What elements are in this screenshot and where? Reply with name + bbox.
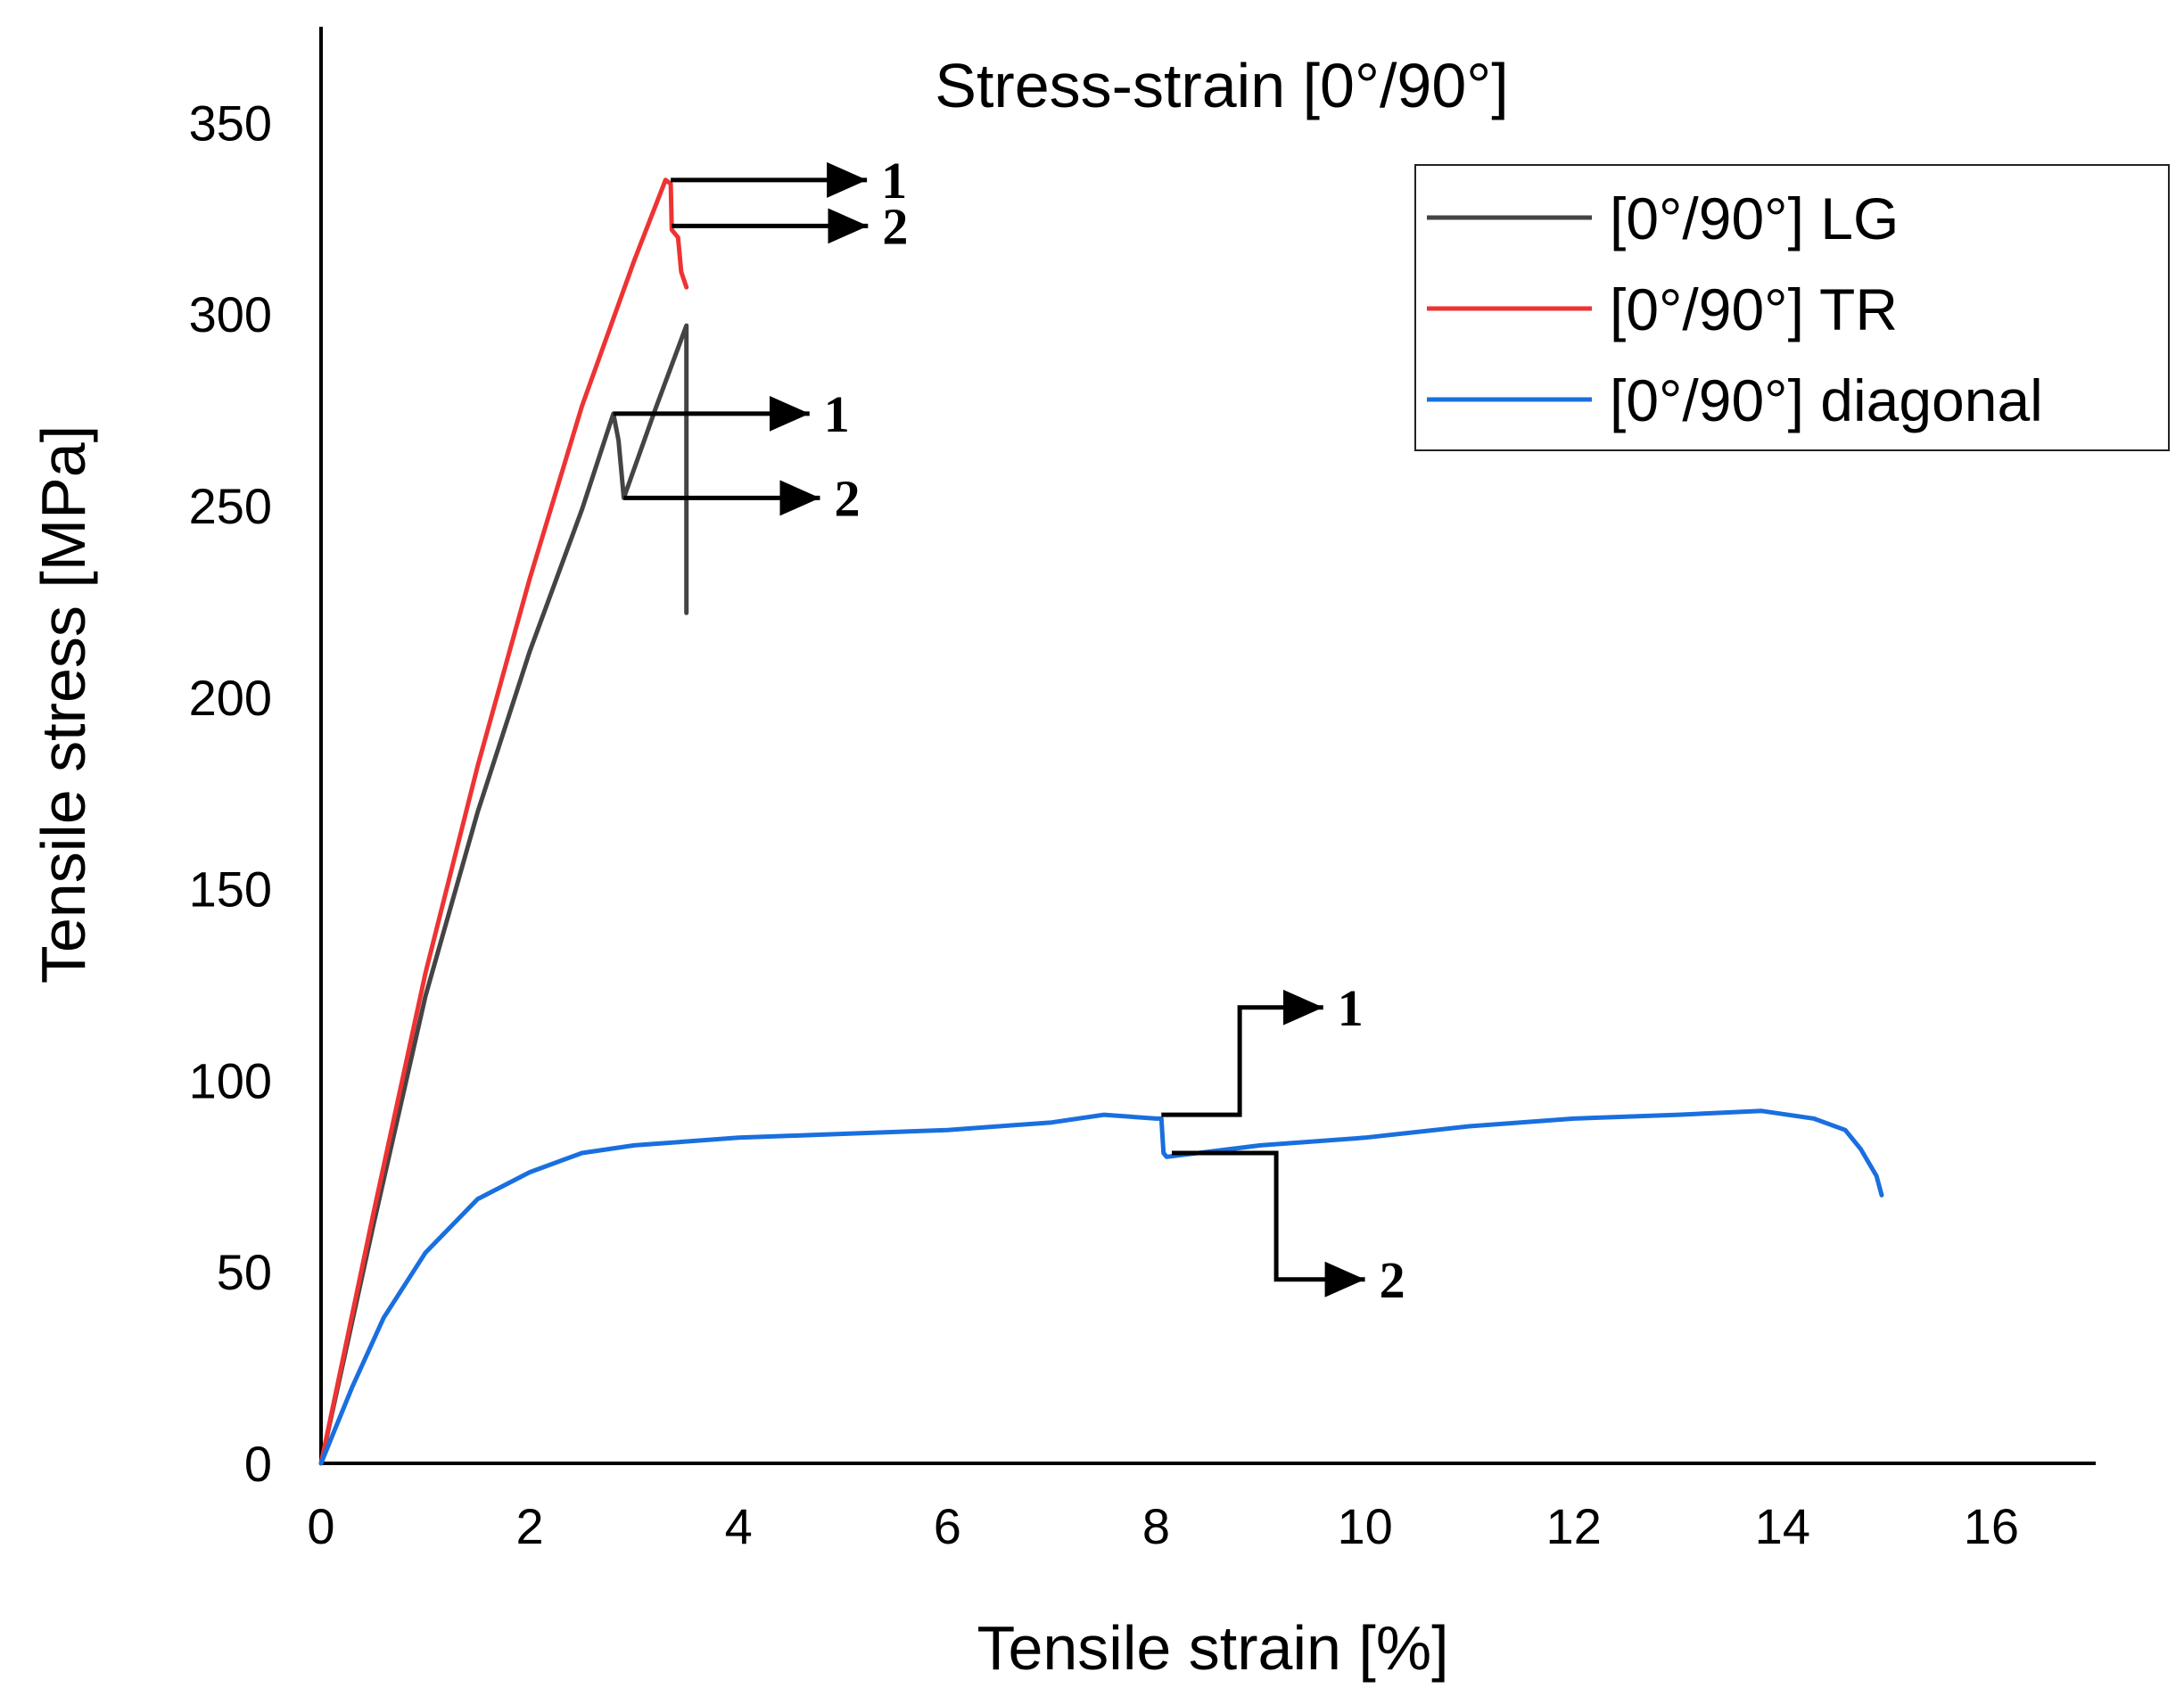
y-tick-label: 350 <box>189 95 272 151</box>
series-layer <box>318 177 1884 1466</box>
legend: [0°/90°] LG [0°/90°] TR [0°/90°] diagona… <box>1414 164 2170 451</box>
x-axis-title: Tensile strain [%] <box>977 1613 1448 1683</box>
x-tick-label: 2 <box>516 1498 544 1554</box>
annotation-label-1: 2 <box>882 197 908 255</box>
y-tick-label: 50 <box>217 1244 272 1300</box>
y-tick-label: 250 <box>189 478 272 534</box>
x-tick-label: 8 <box>1142 1498 1170 1554</box>
x-tick-label: 12 <box>1546 1498 1602 1554</box>
axes <box>319 27 2096 1465</box>
legend-label-diagonal: [0°/90°] diagonal <box>1610 367 2043 433</box>
y-tick-label: 150 <box>189 861 272 918</box>
x-tick-label: 6 <box>934 1498 961 1554</box>
annotation-label-0: 1 <box>881 152 907 210</box>
annotation-label-5: 2 <box>1380 1251 1405 1309</box>
y-tick-label: 300 <box>189 286 272 342</box>
annotation-arrow-4 <box>1161 989 1323 1117</box>
series-line-1 <box>318 177 689 1466</box>
x-tick-label: 16 <box>1964 1498 2019 1554</box>
y-tick-label: 100 <box>189 1052 272 1108</box>
chart-title: Stress-strain [0°/90°] <box>935 51 1508 120</box>
x-tick-label: 10 <box>1337 1498 1392 1554</box>
x-tick-label: 14 <box>1755 1498 1810 1554</box>
y-tick-label: 200 <box>189 670 272 726</box>
annotation-arrow-5 <box>1172 1150 1365 1297</box>
annotation-label-4: 1 <box>1338 979 1364 1037</box>
x-tick-label: 4 <box>725 1498 753 1554</box>
y-axis-title: Tensile stress [MPa] <box>29 425 98 984</box>
annotation-label-2: 1 <box>824 385 850 443</box>
legend-label-tr: [0°/90°] TR <box>1610 276 1898 342</box>
series-line-2 <box>318 1108 1884 1466</box>
annotation-label-3: 2 <box>834 469 860 527</box>
x-tick-label: 0 <box>307 1498 334 1554</box>
legend-label-lg: [0°/90°] LG <box>1610 185 1899 251</box>
y-tick-label: 0 <box>244 1436 272 1492</box>
series-line-0 <box>318 323 689 1466</box>
